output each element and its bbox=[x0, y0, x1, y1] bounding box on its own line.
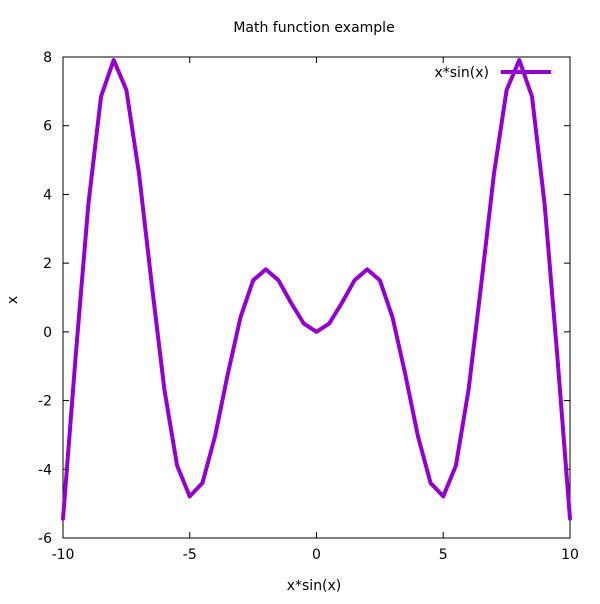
x-axis-ticks: -10 -5 0 5 10 bbox=[52, 57, 579, 563]
x-tick-label: 0 bbox=[312, 547, 321, 563]
x-axis-label: x*sin(x) bbox=[287, 578, 342, 594]
y-tick-label: 4 bbox=[43, 187, 52, 203]
y-tick-label: 0 bbox=[43, 325, 52, 341]
legend: x*sin(x) bbox=[434, 65, 551, 81]
y-tick-label: 6 bbox=[43, 119, 52, 135]
y-tick-label: -2 bbox=[38, 394, 52, 410]
plot-area-frame bbox=[62, 56, 571, 539]
y-tick-label: 8 bbox=[43, 50, 52, 66]
y-tick-label: -6 bbox=[38, 531, 52, 547]
series-layer bbox=[61, 58, 572, 521]
y-axis-label: x bbox=[5, 296, 21, 304]
y-axis-ticks: -6 -4 -2 0 2 4 6 8 bbox=[38, 50, 570, 547]
legend-label: x*sin(x) bbox=[434, 65, 489, 81]
x-tick-label: -10 bbox=[52, 547, 75, 563]
y-tick-label: 2 bbox=[43, 256, 52, 272]
x-tick-label: 10 bbox=[561, 547, 579, 563]
series-line bbox=[61, 58, 572, 521]
chart-title: Math function example bbox=[233, 20, 394, 36]
x-tick-label: -5 bbox=[183, 547, 197, 563]
x-tick-label: 5 bbox=[439, 547, 448, 563]
y-tick-label: -4 bbox=[38, 462, 52, 478]
